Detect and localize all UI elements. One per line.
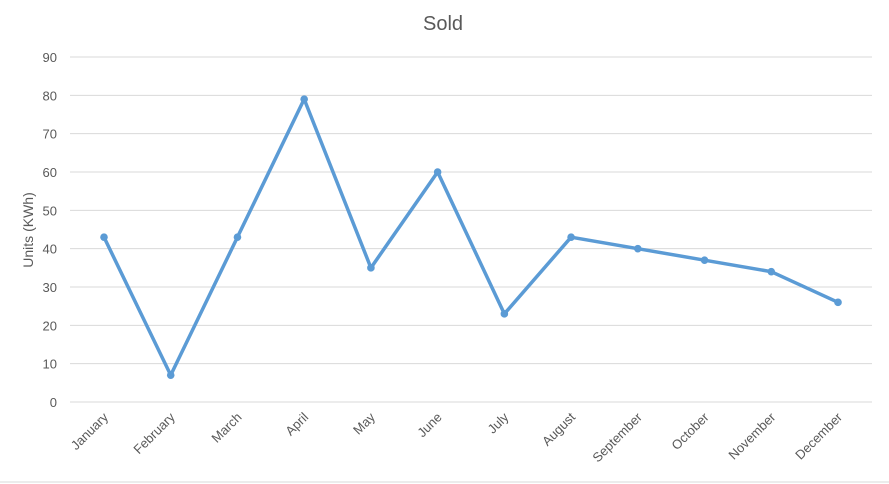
y-tick-label: 70 — [43, 127, 57, 142]
data-point — [500, 310, 509, 318]
y-tick-label: 80 — [43, 88, 57, 103]
data-point — [100, 233, 108, 241]
x-tick-label: November — [725, 409, 778, 462]
y-axis-label: Units (KWh) — [20, 192, 36, 267]
data-point — [567, 233, 575, 241]
data-point — [367, 264, 375, 272]
x-tick-label: June — [414, 410, 445, 441]
y-tick-label: 60 — [43, 165, 57, 180]
series-line — [102, 97, 840, 377]
x-tick-label: September — [589, 409, 645, 465]
chart-title: Sold — [423, 13, 463, 35]
y-tick-label: 40 — [43, 242, 57, 257]
y-tick-label: 30 — [43, 280, 57, 295]
y-tick-label: 90 — [43, 50, 57, 65]
gridlines — [70, 56, 872, 403]
data-point — [433, 168, 442, 176]
y-tick-label: 0 — [50, 395, 57, 410]
x-tick-label: February — [130, 409, 178, 457]
data-point — [767, 267, 776, 276]
x-axis-ticks: January February March April May June July Augu… — [68, 409, 846, 465]
x-tick-label: May — [350, 409, 378, 437]
data-point — [834, 298, 842, 307]
data-point — [166, 371, 175, 379]
y-axis-ticks: 0 10 20 30 40 50 60 70 80 90 — [43, 50, 57, 410]
data-point — [300, 95, 308, 103]
y-tick-label: 10 — [43, 357, 57, 372]
data-point — [233, 233, 242, 241]
x-tick-label: December — [792, 409, 845, 462]
x-tick-label: January — [68, 409, 112, 453]
series-layer — [100, 95, 842, 379]
x-tick-label: October — [668, 409, 712, 453]
data-point — [634, 244, 642, 253]
y-tick-label: 20 — [43, 318, 57, 333]
data-point — [700, 256, 709, 264]
x-tick-label: April — [282, 409, 311, 438]
x-tick-label: March — [208, 410, 244, 446]
x-tick-label: July — [485, 409, 512, 436]
x-tick-label: August — [539, 409, 578, 448]
y-tick-label: 50 — [43, 203, 57, 218]
